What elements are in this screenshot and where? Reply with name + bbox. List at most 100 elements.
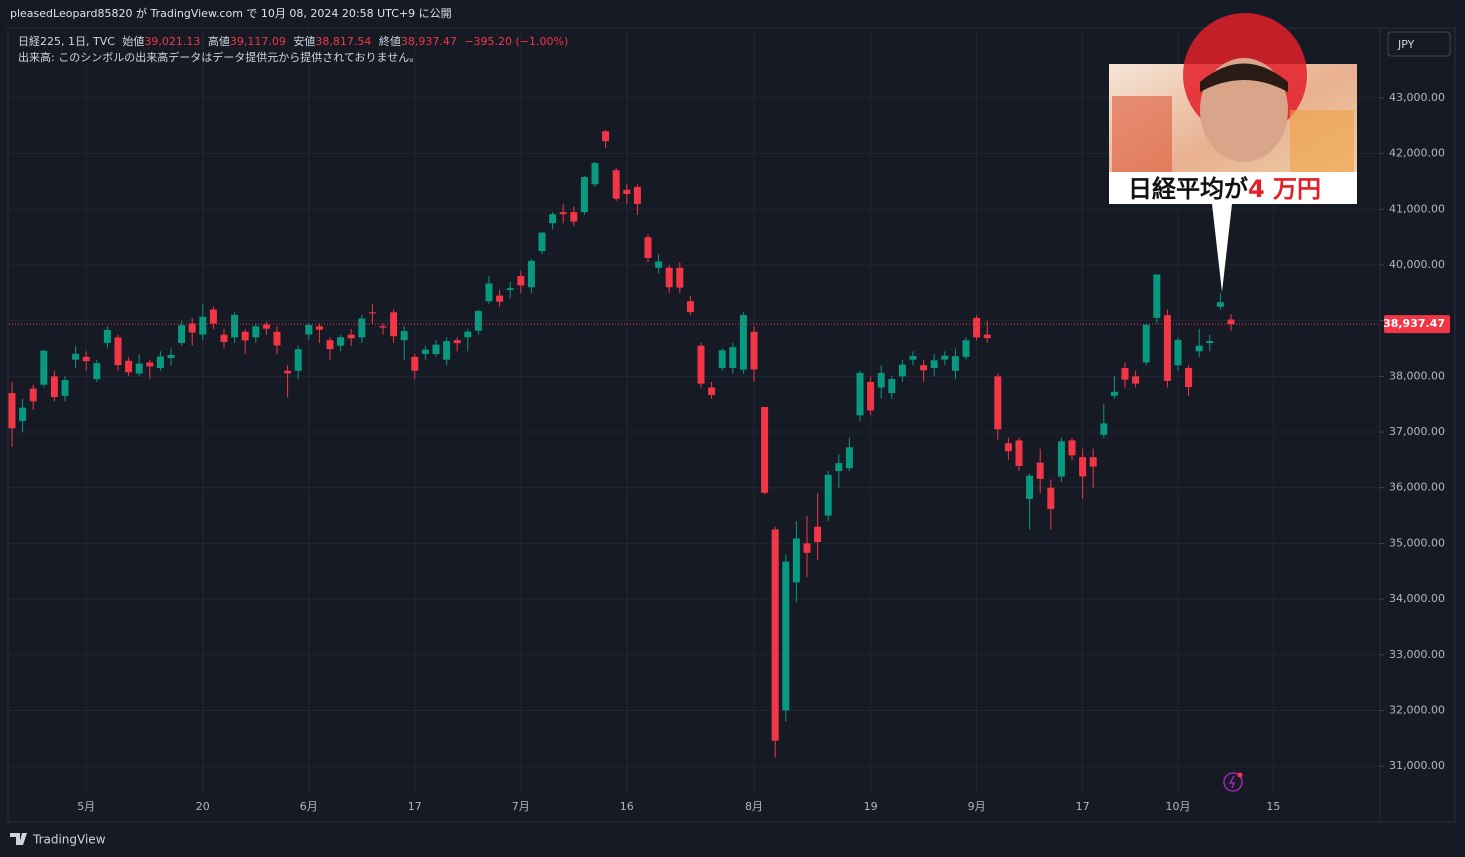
candle-body [337, 337, 345, 346]
candle-body [167, 354, 175, 358]
candle-body [898, 364, 906, 377]
candle-body [633, 187, 641, 204]
x-tick-label: 6月 [300, 800, 318, 813]
replay-bolt[interactable] [1228, 775, 1236, 789]
candle-body [146, 362, 154, 367]
y-tick-label: 32,000.00 [1389, 703, 1445, 716]
candle-body [1026, 475, 1034, 499]
candle-body [1185, 368, 1193, 388]
candle-body [867, 381, 875, 411]
candle-body [209, 309, 217, 324]
candle-body [771, 529, 779, 741]
candle-body [305, 324, 313, 335]
candle-body [241, 331, 249, 341]
thumbnail-art [1290, 110, 1354, 172]
candle-body [61, 380, 69, 396]
candle-body [623, 189, 631, 194]
legend: 日経225, 1日, TVC 始値39,021.13 高値39,117.09 安… [18, 34, 568, 48]
y-tick-label: 31,000.00 [1389, 759, 1445, 772]
candle-body [761, 406, 769, 493]
x-tick-label: 9月 [968, 800, 986, 813]
x-tick-label: 10月 [1166, 800, 1191, 813]
candle-body [315, 326, 323, 330]
candle-body [835, 463, 843, 472]
candle-body [1068, 440, 1076, 456]
candle-body [432, 344, 440, 355]
candle-body [686, 301, 694, 313]
candle-body [135, 363, 143, 374]
candle-body [814, 526, 822, 543]
y-tick-label: 37,000.00 [1389, 425, 1445, 438]
candle-body [252, 326, 260, 338]
last-price-label: 38,937.47 [1383, 317, 1445, 330]
candle-body [29, 388, 37, 402]
candle-body [1216, 302, 1224, 307]
candle-body [188, 323, 196, 333]
y-tick-label: 40,000.00 [1389, 258, 1445, 271]
replay-circle[interactable] [1223, 772, 1243, 792]
candle-body [1227, 319, 1235, 325]
ohlc-label: 安値 [293, 34, 315, 48]
candle-body [50, 376, 58, 398]
replay-icon[interactable] [1223, 772, 1243, 792]
ohlc-value: 38,937.47 [401, 35, 457, 48]
y-tick-label: 38,000.00 [1389, 369, 1445, 382]
ohlc-label: 高値 [208, 34, 230, 48]
candle-body [1206, 340, 1214, 343]
y-tick-label: 34,000.00 [1389, 592, 1445, 605]
candle-body [1036, 462, 1044, 479]
candle-body [750, 331, 758, 370]
candle-body [676, 267, 684, 288]
publish-info: pleasedLeopard85820 が TradingView.com で … [10, 6, 452, 20]
candle-body [824, 474, 832, 516]
x-tick-label: 19 [864, 800, 878, 813]
candle-body [506, 288, 514, 291]
candle-body [1079, 457, 1087, 477]
brand: TradingView [10, 833, 106, 847]
axes: 31,000.00 32,000.00 33,000.00 34,000.00 35,0… [77, 91, 1450, 813]
caption-highlight: 4 万円 [1248, 175, 1321, 203]
candle-body [580, 177, 588, 213]
candle-body [517, 276, 525, 286]
candle-body [655, 261, 663, 268]
x-tick-label: 15 [1266, 800, 1280, 813]
symbol: 日経225, 1日, TVC [18, 35, 115, 48]
candle-body [1195, 345, 1203, 352]
candle-body [464, 331, 472, 338]
candle-body [538, 232, 546, 252]
candle-body [803, 543, 811, 553]
candle-body [665, 267, 673, 288]
candle-body [273, 331, 281, 346]
currency-button[interactable] [1387, 31, 1451, 57]
thumbnail-art [1112, 96, 1172, 172]
candle-body [697, 345, 705, 384]
ohlc-value: 39,021.13 [144, 35, 200, 48]
candle-body [994, 376, 1002, 430]
candle-body [612, 170, 620, 199]
candle-body [1163, 315, 1171, 381]
ohlc-value: 39,117.09 [230, 35, 286, 48]
candle-body [1132, 376, 1140, 384]
thumbnail-face [1200, 58, 1288, 162]
callout-pointer [1212, 204, 1232, 292]
candle-body [231, 314, 239, 338]
candle-body [178, 325, 186, 343]
replay-dot[interactable] [1237, 772, 1243, 778]
candle-body [453, 340, 461, 344]
annotation: 日経平均が4 万円 [1109, 13, 1357, 292]
currency[interactable]: JPY [1397, 38, 1415, 51]
candle-body [888, 379, 896, 394]
brand-name: TradingView [32, 833, 106, 847]
candle-body [941, 355, 949, 360]
candle-body [792, 538, 800, 583]
candle-body [368, 312, 376, 314]
candle-body [220, 334, 228, 343]
brand-logo [10, 833, 27, 845]
candle-body [1057, 441, 1065, 477]
candle-body [1142, 324, 1150, 363]
candle-body [962, 340, 970, 357]
candle-body [708, 387, 716, 395]
y-tick-label: 33,000.00 [1389, 648, 1445, 661]
candle-body [983, 334, 991, 339]
candle-body [559, 212, 567, 215]
